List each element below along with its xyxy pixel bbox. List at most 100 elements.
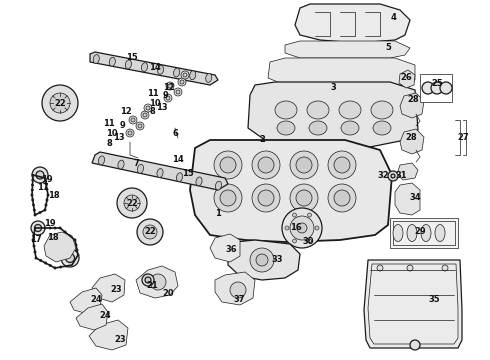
Circle shape [293,213,296,217]
Circle shape [34,225,42,231]
Circle shape [59,266,62,268]
Ellipse shape [137,165,144,173]
Polygon shape [400,129,424,154]
Text: 17: 17 [30,235,42,244]
Text: 19: 19 [44,219,56,228]
Circle shape [252,151,280,179]
Circle shape [31,179,34,181]
Circle shape [214,184,242,212]
Circle shape [49,227,51,229]
Circle shape [36,171,44,179]
Circle shape [296,190,312,206]
Circle shape [422,82,434,94]
Text: 23: 23 [110,284,122,293]
Ellipse shape [339,101,361,119]
Ellipse shape [307,101,329,119]
Circle shape [377,265,383,271]
Text: 10: 10 [106,129,118,138]
Circle shape [128,131,132,135]
Circle shape [59,227,61,229]
Text: 14: 14 [172,156,184,165]
Circle shape [136,122,144,130]
Circle shape [282,208,322,248]
Ellipse shape [275,101,297,119]
Circle shape [69,235,71,237]
Circle shape [334,157,350,173]
Circle shape [256,254,268,266]
Circle shape [220,190,236,206]
Circle shape [49,264,51,267]
Text: 13: 13 [113,134,125,143]
Bar [390,218,458,248]
Polygon shape [285,41,410,58]
Text: 9: 9 [162,91,168,100]
Ellipse shape [435,225,445,242]
Ellipse shape [142,63,147,72]
Circle shape [258,157,274,173]
Circle shape [285,226,289,230]
Circle shape [174,88,182,96]
Ellipse shape [206,73,212,82]
Ellipse shape [157,66,164,74]
Circle shape [42,85,78,121]
Ellipse shape [341,121,359,135]
Text: 7: 7 [133,159,139,168]
Circle shape [45,183,47,185]
Text: 8: 8 [106,139,112,148]
Circle shape [141,111,149,119]
Circle shape [76,249,78,251]
Circle shape [328,184,356,212]
Polygon shape [215,272,255,305]
Polygon shape [44,232,76,262]
Circle shape [124,195,140,211]
Circle shape [407,265,413,271]
Circle shape [308,239,312,243]
Circle shape [34,251,36,253]
Ellipse shape [309,121,327,135]
Circle shape [293,239,296,243]
Circle shape [45,204,47,206]
Circle shape [164,94,172,102]
Circle shape [46,188,48,190]
Circle shape [131,118,135,122]
Circle shape [61,249,79,267]
Circle shape [32,239,34,241]
Circle shape [146,106,150,110]
Circle shape [220,157,236,173]
Text: 12: 12 [120,108,132,117]
Circle shape [308,213,312,217]
Circle shape [126,129,134,137]
Polygon shape [90,52,218,85]
Circle shape [44,262,47,264]
Circle shape [44,177,46,179]
Circle shape [32,204,35,206]
Circle shape [34,214,36,216]
Polygon shape [136,266,178,298]
Text: 11: 11 [103,120,115,129]
Text: 19: 19 [41,175,53,184]
Circle shape [143,113,147,117]
Circle shape [35,257,37,259]
Text: 18: 18 [47,233,59,242]
Polygon shape [92,274,125,302]
Text: 12: 12 [163,84,175,93]
Circle shape [33,209,35,211]
Bar [393,221,455,245]
Circle shape [74,259,76,261]
Ellipse shape [277,121,295,135]
Polygon shape [92,152,228,190]
Circle shape [38,175,40,178]
Circle shape [40,259,42,262]
Text: 32: 32 [377,171,389,180]
Text: 26: 26 [400,73,412,82]
Circle shape [31,199,34,201]
Text: 6: 6 [172,129,178,138]
Ellipse shape [109,57,115,66]
Circle shape [250,248,274,272]
Circle shape [150,274,166,290]
Circle shape [31,189,33,191]
Text: 35: 35 [428,296,440,305]
Text: 34: 34 [409,194,421,202]
Circle shape [145,277,151,283]
Text: 21: 21 [146,282,158,291]
